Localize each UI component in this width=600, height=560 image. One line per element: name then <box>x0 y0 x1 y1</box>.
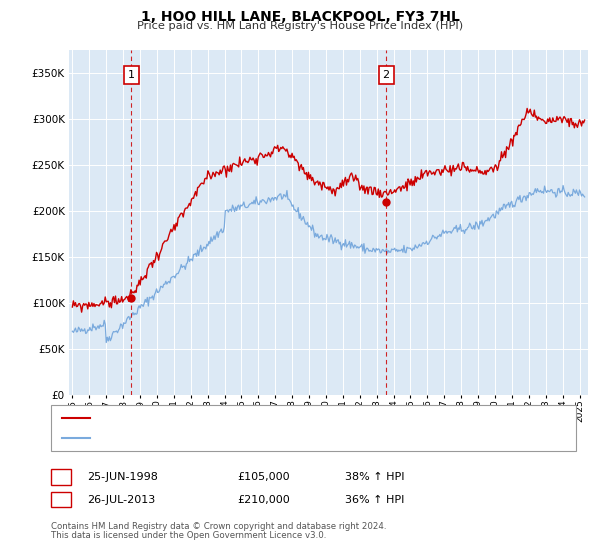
Text: 2: 2 <box>58 494 65 505</box>
Text: HPI: Average price, detached house, Blackpool: HPI: Average price, detached house, Blac… <box>94 433 350 444</box>
Text: 1: 1 <box>128 70 135 80</box>
Text: 38% ↑ HPI: 38% ↑ HPI <box>345 472 404 482</box>
Text: Price paid vs. HM Land Registry's House Price Index (HPI): Price paid vs. HM Land Registry's House … <box>137 21 463 31</box>
Text: 26-JUL-2013: 26-JUL-2013 <box>87 494 155 505</box>
Text: Contains HM Land Registry data © Crown copyright and database right 2024.: Contains HM Land Registry data © Crown c… <box>51 522 386 531</box>
Text: 25-JUN-1998: 25-JUN-1998 <box>87 472 158 482</box>
Text: 1, HOO HILL LANE, BLACKPOOL, FY3 7HL: 1, HOO HILL LANE, BLACKPOOL, FY3 7HL <box>140 10 460 24</box>
Text: This data is licensed under the Open Government Licence v3.0.: This data is licensed under the Open Gov… <box>51 531 326 540</box>
Text: 36% ↑ HPI: 36% ↑ HPI <box>345 494 404 505</box>
Text: £105,000: £105,000 <box>237 472 290 482</box>
Text: 1: 1 <box>58 472 65 482</box>
Text: 1, HOO HILL LANE, BLACKPOOL, FY3 7HL (detached house): 1, HOO HILL LANE, BLACKPOOL, FY3 7HL (de… <box>94 413 417 423</box>
Text: £210,000: £210,000 <box>237 494 290 505</box>
Text: 2: 2 <box>383 70 390 80</box>
